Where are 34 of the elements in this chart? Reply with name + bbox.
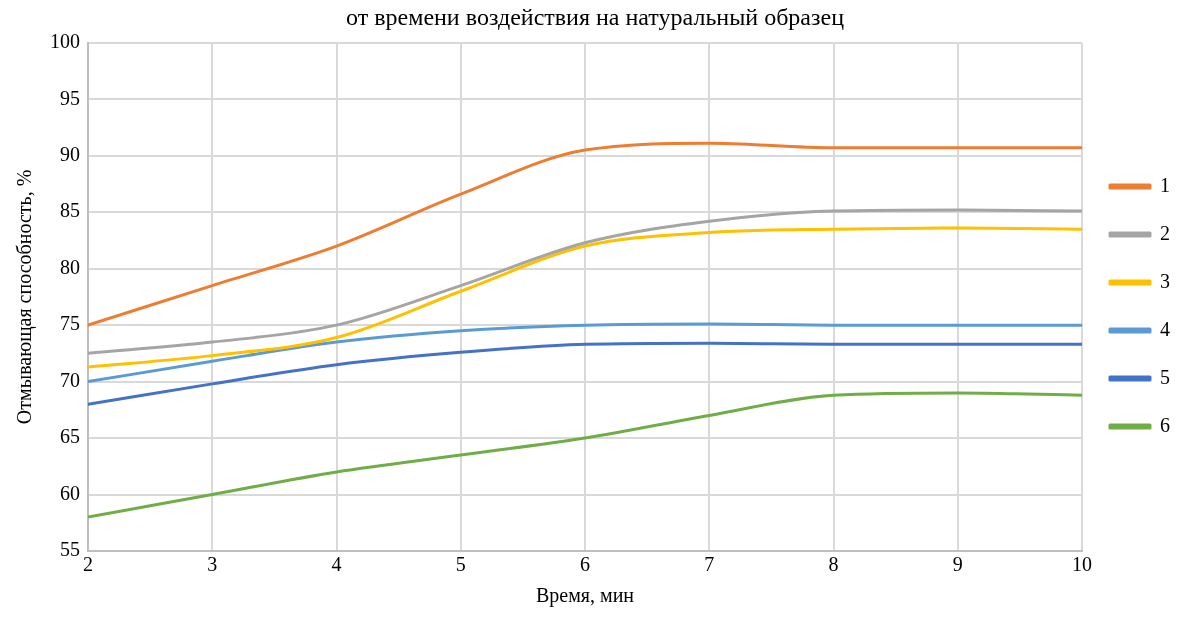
legend-label: 5: [1160, 365, 1170, 388]
legend-label: 2: [1160, 221, 1170, 244]
line-series: [88, 141, 1082, 327]
x-tick-label: 10: [1072, 553, 1092, 576]
line-series: [88, 341, 1082, 406]
y-tick-label: 90: [60, 142, 80, 165]
x-tick-label: 9: [952, 553, 963, 576]
y-tick-label: 70: [60, 368, 80, 391]
y-tick-label: 95: [60, 86, 80, 109]
x-tick-label: 4: [331, 553, 342, 576]
x-tick-label: 3: [207, 553, 218, 576]
line-series: [88, 391, 1082, 519]
y-tick-label: 85: [60, 199, 80, 222]
x-tick-label: 5: [455, 553, 466, 576]
y-tick-label: 65: [60, 425, 80, 448]
x-tick-label: 6: [580, 553, 590, 576]
y-tick-label: 80: [60, 255, 80, 278]
legend-label: 3: [1160, 269, 1170, 292]
y-tick-label: 60: [60, 481, 80, 504]
line-series: [88, 208, 1082, 355]
chart-title: от времени воздействия на натуральный образец: [346, 3, 845, 30]
legend-label: 1: [1160, 173, 1170, 196]
x-tick-label: 2: [83, 553, 93, 576]
x-tick-label: 7: [704, 553, 715, 576]
y-tick-label: 55: [60, 538, 80, 561]
line-series: [88, 226, 1082, 369]
legend-label: 6: [1160, 413, 1170, 436]
x-tick-label: 8: [828, 553, 839, 576]
y-axis-title: Отмывающая способность, %: [13, 169, 37, 425]
line-series: [88, 322, 1082, 384]
x-axis-title: Время, мин: [535, 584, 635, 608]
y-tick-label: 100: [50, 30, 80, 53]
legend-label: 4: [1160, 317, 1170, 340]
y-tick-label: 75: [60, 312, 80, 335]
